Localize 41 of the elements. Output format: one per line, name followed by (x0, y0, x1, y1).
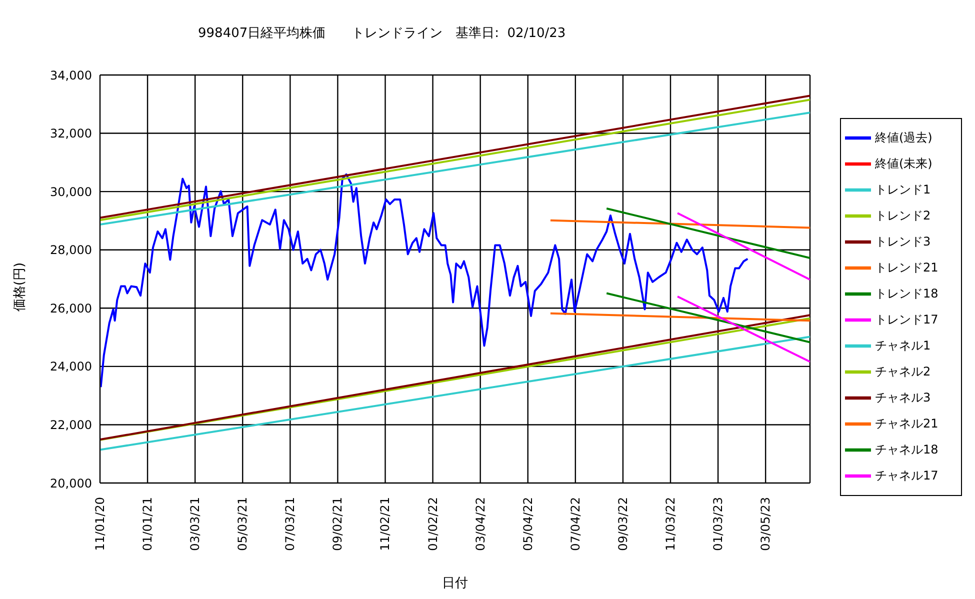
x-tick-label: 03/04/22 (473, 497, 488, 551)
legend-label: チャネル1 (875, 338, 931, 352)
x-tick-label: 05/04/22 (520, 497, 535, 551)
x-tick-label: 09/03/22 (616, 497, 630, 551)
legend-label: チャネル2 (875, 364, 931, 378)
y-tick-label: 28,000 (50, 243, 92, 258)
legend-label: 終値(過去) (875, 130, 932, 144)
x-tick-label: 01/03/23 (711, 497, 726, 551)
y-axis-title: 価格(円) (12, 262, 29, 312)
x-axis-title: 日付 (441, 575, 469, 592)
line-series (100, 173, 749, 388)
legend-label: チャネル21 (875, 416, 938, 430)
legend-label: チャネル18 (875, 442, 938, 456)
x-tick-label: 11/03/22 (663, 497, 678, 551)
legend-label: トレンド17 (875, 312, 938, 326)
y-tick-label: 32,000 (50, 126, 92, 141)
legend-label: チャネル3 (875, 390, 931, 404)
y-tick-label: 24,000 (50, 360, 92, 374)
x-tick-label: 07/03/21 (283, 497, 298, 551)
chart-title: 998407日経平均株価 トレンドライン 基準日: 02/10/23 (198, 25, 566, 42)
x-tick-label: 03/05/23 (758, 497, 773, 551)
y-tick-label: 30,000 (50, 184, 92, 199)
legend-label: トレンド3 (875, 234, 931, 248)
y-tick-label: 34,000 (50, 68, 92, 82)
legend-label: トレンド21 (875, 260, 938, 274)
x-tick-label: 07/04/22 (568, 497, 582, 551)
y-tick-label: 22,000 (50, 418, 92, 432)
x-tick-label: 11/02/21 (378, 497, 392, 551)
legend-label: 終値(未来) (875, 156, 932, 170)
legend-label: チャネル17 (875, 468, 938, 482)
y-tick-label: 20,000 (50, 476, 92, 490)
x-tick-label: 05/03/21 (236, 497, 250, 551)
legend-label: トレンド18 (875, 286, 938, 300)
x-tick-label: 11/01/20 (93, 497, 107, 551)
legend-label: トレンド1 (875, 182, 931, 196)
x-tick-label: 09/02/21 (330, 497, 345, 551)
x-tick-label: 01/01/21 (140, 497, 155, 551)
y-tick-label: 26,000 (50, 301, 92, 316)
legend-label: トレンド2 (875, 208, 931, 222)
x-tick-label: 01/02/22 (426, 497, 440, 551)
x-tick-label: 03/03/21 (188, 497, 202, 551)
